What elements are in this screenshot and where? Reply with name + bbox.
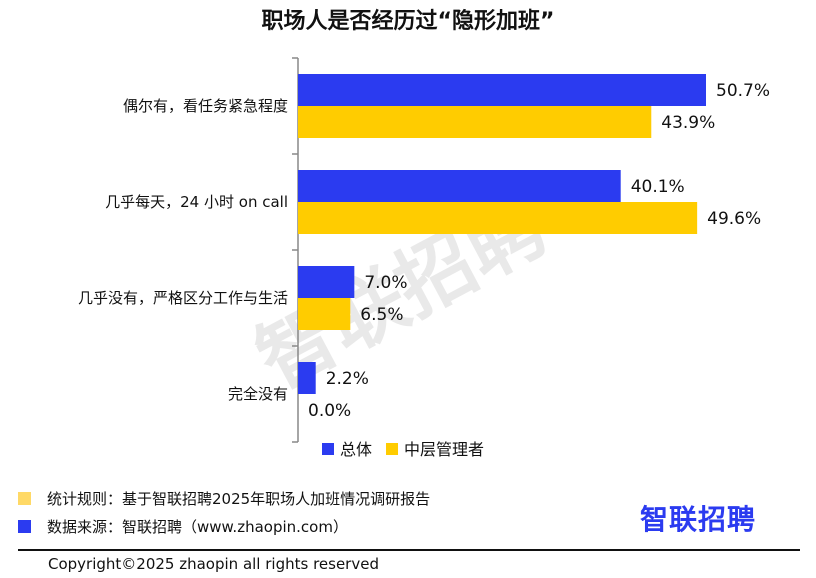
data-label: 49.6%: [707, 209, 761, 229]
chart: 智联招聘 职场人是否经历过“隐形加班” 偶尔有，看任务紧急程度50.7%43.9…: [78, 8, 770, 459]
note-stat-text: 统计规则：基于智联招聘2025年职场人加班情况调研报告: [47, 490, 431, 508]
data-label: 43.9%: [661, 113, 715, 133]
category-label: 完全没有: [228, 385, 288, 403]
legend-label: 中层管理者: [404, 440, 484, 459]
note-stat-rule: 统计规则：基于智联招聘2025年职场人加班情况调研报告: [18, 488, 430, 509]
note-source-text: 数据来源：智联招聘（www.zhaopin.com）: [47, 518, 348, 536]
category-label: 几乎没有，严格区分工作与生活: [78, 289, 288, 307]
data-label: 2.2%: [326, 369, 369, 389]
bar: [298, 202, 698, 234]
footer-divider: [18, 549, 800, 551]
data-label: 7.0%: [364, 273, 407, 293]
legend-swatch: [322, 443, 334, 455]
bar: [298, 266, 355, 298]
legend-label: 总体: [340, 440, 372, 459]
category-label: 偶尔有，看任务紧急程度: [123, 97, 288, 115]
data-label: 40.1%: [631, 177, 685, 197]
bar: [298, 170, 621, 202]
data-label: 50.7%: [716, 81, 770, 101]
note-source-swatch: [18, 520, 31, 533]
data-label: 0.0%: [308, 401, 351, 421]
note-stat-swatch: [18, 492, 31, 505]
copyright-text: Copyright©2025 zhaopin all rights reserv…: [48, 555, 379, 573]
bar: [298, 298, 351, 330]
data-label: 6.5%: [360, 305, 403, 325]
bar: [298, 106, 652, 138]
legend: 总体 中层管理者: [322, 440, 484, 459]
bar: [298, 74, 706, 106]
category-label: 几乎每天，24 小时 on call: [105, 193, 288, 211]
chart-title: 职场人是否经历过“隐形加班”: [262, 8, 555, 34]
bar: [298, 362, 316, 394]
legend-swatch: [386, 443, 399, 455]
plot-area: 偶尔有，看任务紧急程度 50.7%43.9% 几乎每天，24 小时 on call 4…: [78, 57, 770, 443]
zhaopin-logo: 智联招聘: [640, 503, 757, 536]
note-data-source: 数据来源：智联招聘（www.zhaopin.com）: [18, 516, 348, 537]
